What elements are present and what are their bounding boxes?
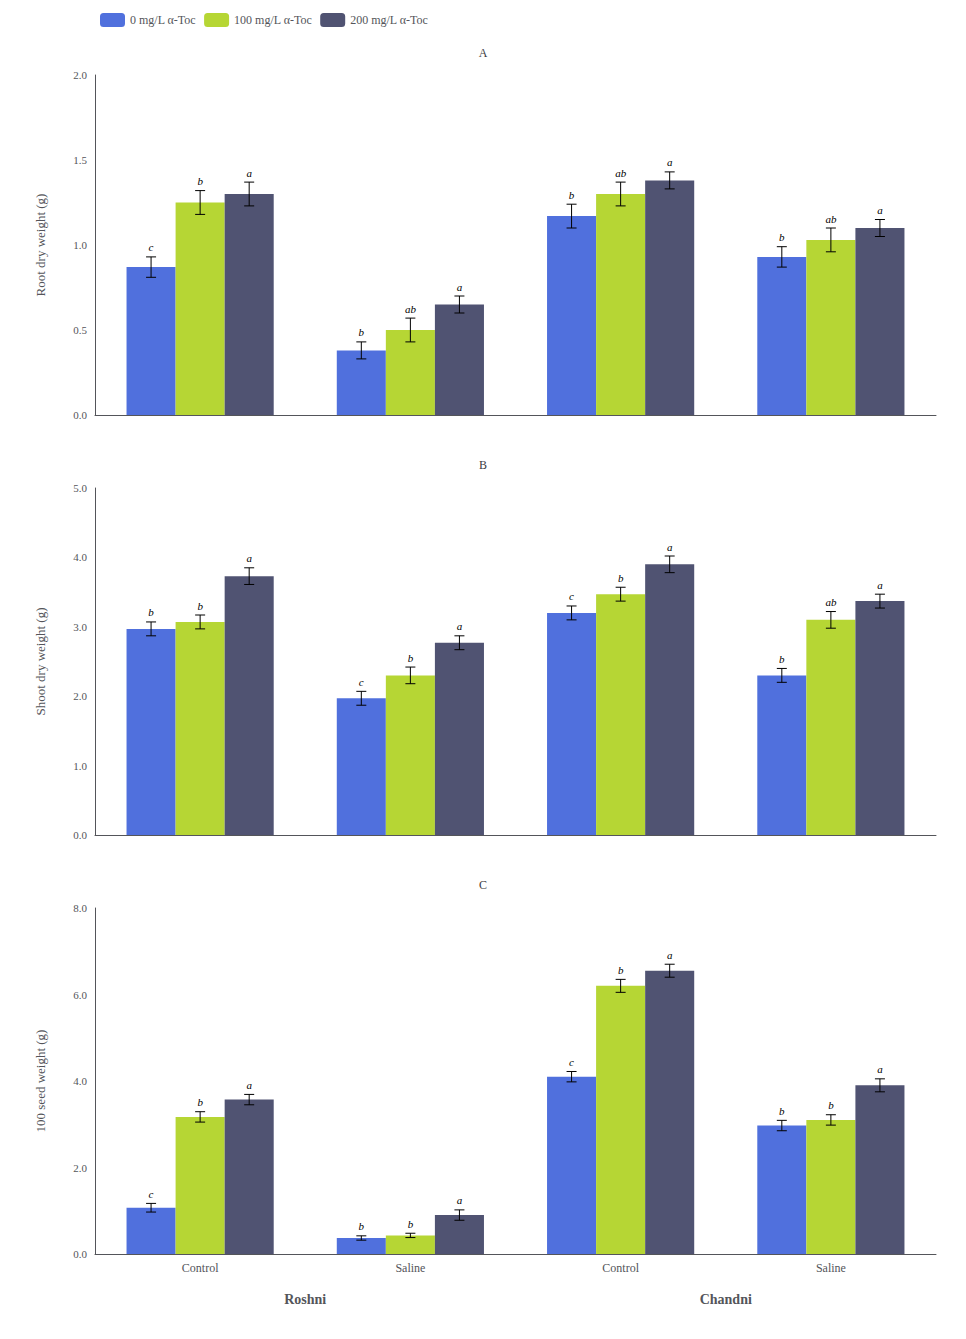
svg-text:c: c xyxy=(359,676,364,688)
svg-text:Shoot dry weight (g): Shoot dry weight (g) xyxy=(33,608,48,716)
svg-text:0.5: 0.5 xyxy=(73,324,87,336)
svg-text:1.0: 1.0 xyxy=(73,760,87,772)
svg-text:c: c xyxy=(149,1188,154,1200)
svg-text:b: b xyxy=(359,1220,365,1232)
svg-text:b: b xyxy=(408,1218,414,1230)
svg-text:1.0: 1.0 xyxy=(73,239,87,251)
svg-text:2.0: 2.0 xyxy=(73,1162,87,1174)
svg-text:a: a xyxy=(246,552,252,564)
svg-text:Saline: Saline xyxy=(395,1261,425,1275)
svg-text:b: b xyxy=(618,572,624,584)
svg-text:a: a xyxy=(457,620,463,632)
svg-text:c: c xyxy=(569,1056,574,1068)
svg-text:ab: ab xyxy=(825,213,837,225)
svg-text:Control: Control xyxy=(602,1261,639,1275)
svg-text:6.0: 6.0 xyxy=(73,989,87,1001)
svg-text:b: b xyxy=(197,175,203,187)
svg-text:Control: Control xyxy=(182,1261,219,1275)
svg-text:a: a xyxy=(667,156,673,168)
svg-text:100 seed weight (g): 100 seed weight (g) xyxy=(33,1030,48,1133)
svg-text:b: b xyxy=(408,652,414,664)
svg-text:ab: ab xyxy=(615,167,627,179)
svg-text:a: a xyxy=(246,167,252,179)
svg-text:b: b xyxy=(359,326,365,338)
svg-text:ab: ab xyxy=(825,596,837,608)
svg-text:2.0: 2.0 xyxy=(73,69,87,81)
svg-text:a: a xyxy=(667,949,673,961)
svg-text:a: a xyxy=(246,1079,252,1091)
svg-text:4.0: 4.0 xyxy=(73,551,87,563)
svg-text:a: a xyxy=(457,1194,463,1206)
svg-text:Saline: Saline xyxy=(816,1261,846,1275)
svg-text:Root dry weight (g): Root dry weight (g) xyxy=(33,194,48,297)
svg-text:ab: ab xyxy=(405,303,417,315)
svg-text:c: c xyxy=(569,590,574,602)
svg-text:b: b xyxy=(197,600,203,612)
svg-text:0.0: 0.0 xyxy=(73,829,87,841)
svg-text:a: a xyxy=(877,1063,883,1075)
svg-text:B: B xyxy=(479,458,487,472)
svg-text:b: b xyxy=(779,1105,785,1117)
svg-text:c: c xyxy=(149,241,154,253)
svg-text:4.0: 4.0 xyxy=(73,1075,87,1087)
svg-text:a: a xyxy=(457,281,463,293)
svg-text:0.0: 0.0 xyxy=(73,1248,87,1260)
svg-text:b: b xyxy=(779,653,785,665)
svg-text:3.0: 3.0 xyxy=(73,621,87,633)
svg-text:0.0: 0.0 xyxy=(73,409,87,421)
svg-text:b: b xyxy=(618,964,624,976)
svg-text:Chandni: Chandni xyxy=(700,1292,752,1307)
svg-text:b: b xyxy=(148,606,154,618)
svg-text:C: C xyxy=(479,878,487,892)
svg-text:a: a xyxy=(877,204,883,216)
svg-text:b: b xyxy=(197,1096,203,1108)
svg-text:2.0: 2.0 xyxy=(73,690,87,702)
svg-text:a: a xyxy=(877,579,883,591)
svg-text:a: a xyxy=(667,541,673,553)
svg-text:0 mg/L α-Toc: 0 mg/L α-Toc xyxy=(130,13,196,27)
svg-text:b: b xyxy=(779,231,785,243)
svg-text:Roshni: Roshni xyxy=(284,1292,326,1307)
svg-text:100 mg/L α-Toc: 100 mg/L α-Toc xyxy=(234,13,312,27)
svg-text:5.0: 5.0 xyxy=(73,482,87,494)
svg-text:1.5: 1.5 xyxy=(73,154,87,166)
svg-text:b: b xyxy=(828,1099,834,1111)
svg-text:b: b xyxy=(569,189,575,201)
svg-text:200 mg/L α-Toc: 200 mg/L α-Toc xyxy=(350,13,428,27)
svg-text:8.0: 8.0 xyxy=(73,902,87,914)
svg-text:A: A xyxy=(479,46,488,60)
